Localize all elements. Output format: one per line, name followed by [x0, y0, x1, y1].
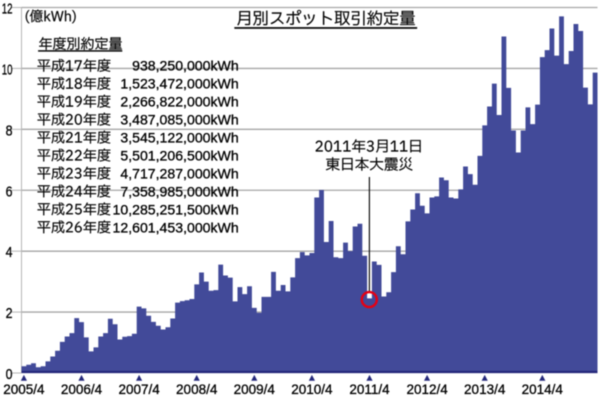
svg-text:0: 0 [6, 366, 13, 383]
svg-text:10,285,251,500kWh: 10,285,251,500kWh [113, 201, 239, 217]
svg-text:12: 12 [2, 1, 13, 18]
svg-text:8: 8 [6, 122, 13, 139]
svg-text:2009/4: 2009/4 [234, 382, 276, 397]
svg-text:2010/4: 2010/4 [291, 382, 333, 397]
svg-text:12,601,453,000kWh: 12,601,453,000kWh [113, 219, 239, 235]
svg-text:3,487,085,000kWh: 3,487,085,000kWh [120, 112, 238, 128]
svg-text:2013/4: 2013/4 [464, 382, 506, 397]
svg-text:2: 2 [6, 305, 13, 322]
svg-text:1,523,472,000kWh: 1,523,472,000kWh [120, 76, 238, 92]
svg-text:2007/4: 2007/4 [118, 382, 160, 397]
svg-text:2006/4: 2006/4 [61, 382, 103, 397]
svg-text:2008/4: 2008/4 [176, 382, 218, 397]
svg-text:4,717,287,000kWh: 4,717,287,000kWh [120, 165, 238, 181]
svg-text:2012/4: 2012/4 [406, 382, 448, 397]
svg-text:4: 4 [6, 244, 13, 261]
svg-text:2005/4: 2005/4 [3, 382, 45, 397]
svg-text:10: 10 [2, 61, 13, 78]
svg-text:6: 6 [6, 183, 13, 200]
svg-text:3,545,122,000kWh: 3,545,122,000kWh [120, 130, 238, 146]
svg-text:938,250,000kWh: 938,250,000kWh [132, 58, 239, 74]
svg-text:5,501,206,500kWh: 5,501,206,500kWh [120, 147, 238, 163]
svg-text:2014/4: 2014/4 [522, 382, 564, 397]
svg-text:2,266,822,000kWh: 2,266,822,000kWh [120, 94, 238, 110]
svg-text:2011/4: 2011/4 [349, 382, 390, 397]
svg-text:7,358,985,000kWh: 7,358,985,000kWh [120, 183, 238, 199]
